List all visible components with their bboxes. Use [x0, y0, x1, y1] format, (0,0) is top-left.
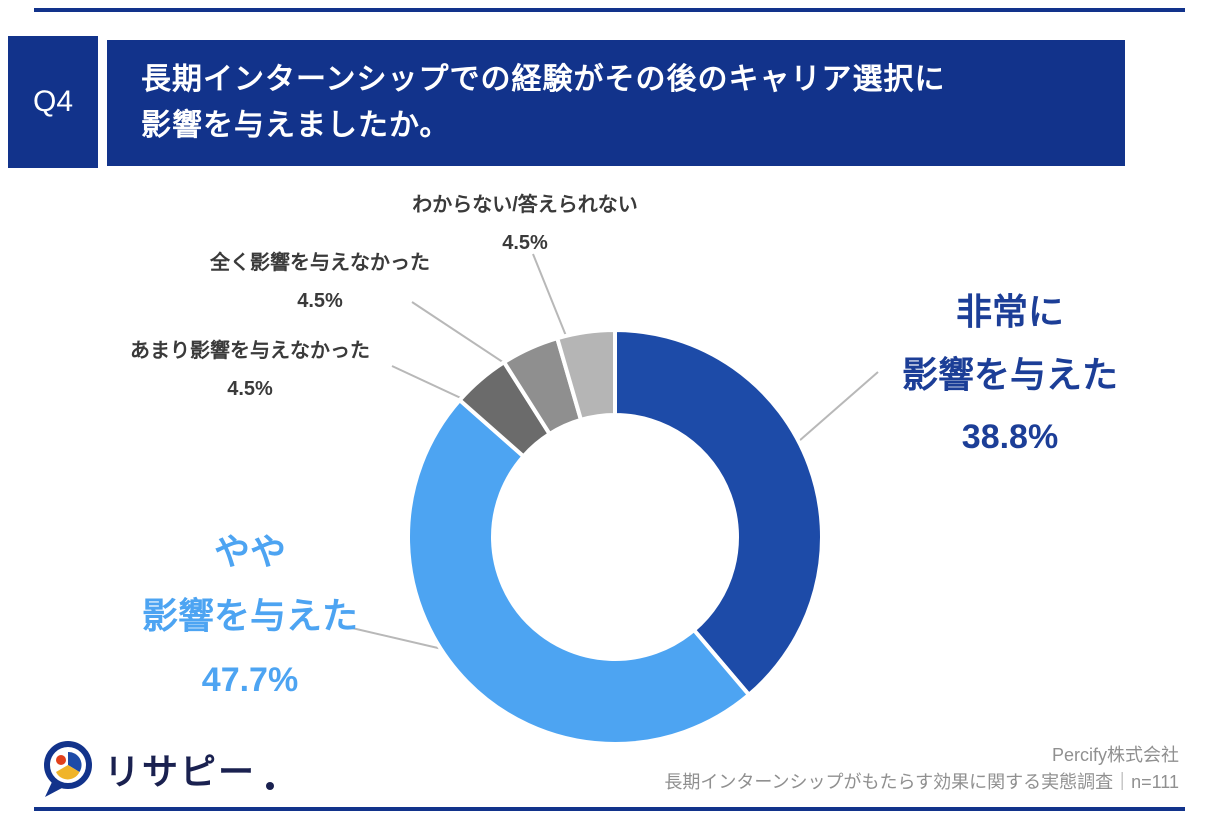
label-little-influence-text: あまり影響を与えなかった — [130, 340, 370, 362]
bottom-border-rule — [34, 807, 1185, 811]
question-badge: Q4 — [8, 36, 98, 168]
donut-segment-0 — [613, 327, 824, 698]
label-somewhat-line2: 影響を与えた — [141, 595, 358, 636]
label-somewhat-line1: やや — [213, 531, 286, 572]
survey-source: 長期インターンシップがもたらす効果に関する実態調査｜n=111 — [664, 772, 1179, 792]
label-somewhat-influenced: やや 影響を与えた 47.7% — [85, 520, 415, 712]
donut-segment-1 — [406, 397, 752, 746]
label-unknown-pct: 4.5% — [502, 232, 548, 254]
label-little-influence-pct: 4.5% — [227, 378, 273, 400]
question-title-line2: 影響を与えましたか。 — [141, 109, 451, 142]
label-no-influence-text: 全く影響を与えなかった — [210, 252, 430, 274]
top-border-rule — [34, 8, 1185, 12]
risapi-logo: リサピー — [40, 738, 275, 800]
question-number: Q4 — [32, 85, 74, 118]
label-little-influence: あまり影響を与えなかった 4.5% — [95, 332, 405, 408]
risapi-logo-period — [266, 782, 275, 790]
risapi-logo-icon — [44, 741, 92, 797]
label-very-pct: 38.8% — [961, 418, 1059, 456]
donut-segment-4 — [554, 327, 617, 423]
question-title-line1: 長期インターンシップでの経験がその後のキャリア選択に — [141, 63, 946, 96]
donut-chart — [406, 327, 824, 746]
label-no-influence: 全く影響を与えなかった 4.5% — [165, 244, 475, 320]
source-attribution: Percify株式会社 長期インターンシップがもたらす効果に関する実態調査｜n=… — [664, 742, 1179, 796]
risapi-logo-text: リサピー — [104, 751, 257, 792]
company-name: Percify株式会社 — [1051, 745, 1179, 765]
label-very-influenced: 非常に 影響を与えた 38.8% — [845, 280, 1175, 469]
label-no-influence-pct: 4.5% — [297, 290, 343, 312]
label-somewhat-pct: 47.7% — [201, 661, 299, 699]
question-header: 長期インターンシップでの経験がその後のキャリア選択に 影響を与えましたか。 — [107, 40, 1125, 166]
label-very-line2: 影響を与えた — [901, 354, 1118, 395]
label-unknown: わからない/答えられない 4.5% — [360, 186, 690, 262]
label-very-line1: 非常に — [955, 291, 1064, 332]
label-unknown-text: わからない/答えられない — [412, 194, 638, 216]
